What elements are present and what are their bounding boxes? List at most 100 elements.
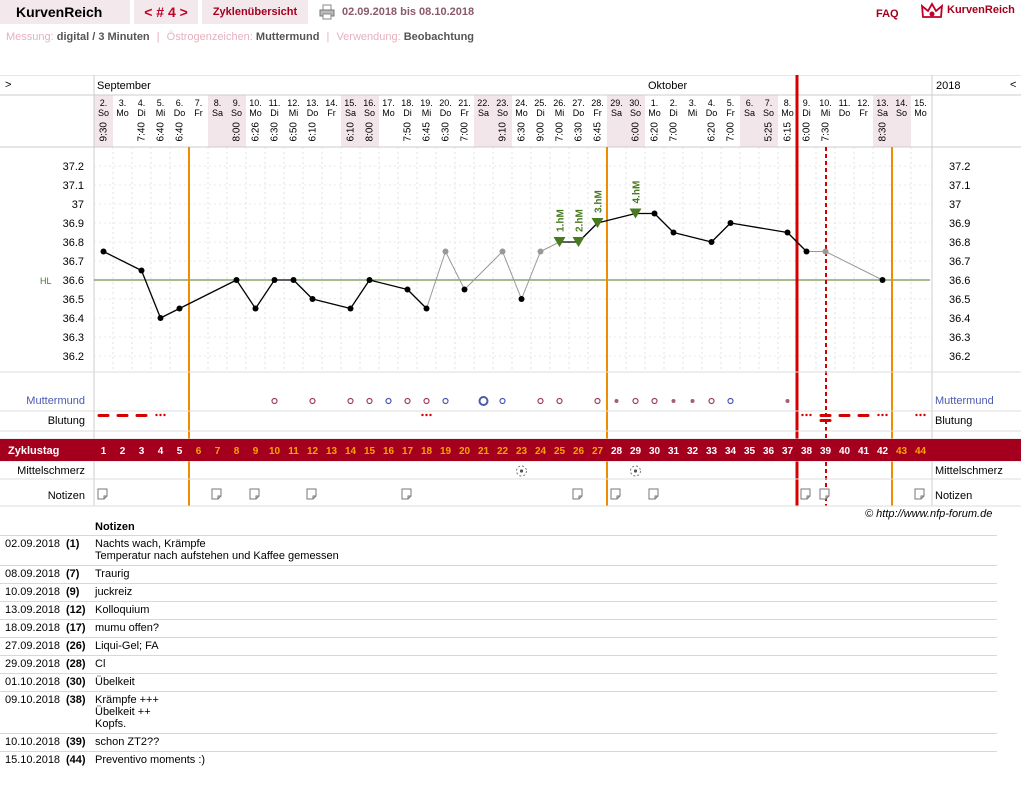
temperature-line-segment bbox=[825, 251, 883, 281]
cycle-day-number: 3 bbox=[139, 446, 145, 457]
day-date-label: 29. bbox=[610, 98, 623, 108]
measure-time-label: 7:00 bbox=[669, 122, 680, 142]
bleeding-mark bbox=[838, 414, 851, 417]
note-row: 13.09.2018 (12) Kolloquium bbox=[0, 601, 997, 619]
day-date-label: 10. bbox=[249, 98, 262, 108]
day-date-label: 26. bbox=[553, 98, 566, 108]
note-row: 02.09.2018 (1) Nachts wach, Krämpfe Temper… bbox=[0, 535, 997, 565]
weekday-label: Fr bbox=[327, 108, 336, 118]
temperature-point bbox=[157, 315, 164, 321]
temperature-point bbox=[822, 248, 829, 255]
cycle-nav[interactable]: < # 4 > bbox=[134, 0, 198, 24]
cycle-day-number: 4 bbox=[158, 446, 164, 457]
measure-time-label: 7:00 bbox=[726, 122, 737, 142]
note-text: Liqui-Gel; FA bbox=[95, 640, 159, 652]
temperature-point bbox=[347, 305, 354, 312]
weekday-label: Mi bbox=[555, 108, 565, 118]
logo-text[interactable]: KurvenReich bbox=[947, 4, 1015, 16]
weekday-label: Mo bbox=[648, 108, 661, 118]
note-icon[interactable] bbox=[610, 488, 621, 500]
muttermund-circle bbox=[271, 397, 278, 405]
temperature-line-segment bbox=[654, 213, 674, 233]
next-arrow: < bbox=[1010, 79, 1016, 91]
temperature-point bbox=[708, 239, 715, 245]
note-icon[interactable] bbox=[249, 488, 260, 500]
spotting-dot bbox=[915, 413, 918, 417]
temperature-line-segment bbox=[235, 279, 257, 309]
day-date-label: 24. bbox=[515, 98, 528, 108]
weekday-label: Mi bbox=[289, 108, 299, 118]
temperature-line-segment bbox=[160, 307, 180, 319]
crown-logo-icon[interactable] bbox=[920, 1, 944, 21]
measure-time-label: 7:00 bbox=[460, 122, 471, 142]
printer-icon[interactable] bbox=[319, 4, 335, 20]
cycle-day-number: 31 bbox=[668, 446, 680, 457]
weekday-label: Mi bbox=[156, 108, 166, 118]
cycle-day-number: 25 bbox=[554, 446, 566, 457]
weekday-label: Mo bbox=[116, 108, 129, 118]
day-date-label: 11. bbox=[839, 98, 851, 108]
temperature-point bbox=[803, 248, 810, 255]
note-icon[interactable] bbox=[914, 488, 925, 500]
messung-label: Messung: bbox=[6, 31, 54, 43]
measure-time-label: 6:15 bbox=[783, 122, 794, 142]
note-icon[interactable] bbox=[401, 488, 412, 500]
note-text: juckreiz bbox=[95, 586, 133, 598]
y-tick-label-right: 37 bbox=[949, 199, 961, 211]
note-icon[interactable] bbox=[819, 488, 830, 500]
note-cycle-day: (12) bbox=[66, 604, 86, 616]
note-date: 13.09.2018 bbox=[5, 604, 61, 616]
temperature-line-segment bbox=[445, 251, 465, 290]
note-cycle-day: (28) bbox=[66, 658, 86, 670]
weekday-label: Sa bbox=[345, 108, 356, 118]
faq-link[interactable]: FAQ bbox=[876, 8, 899, 20]
measure-time-label: 8:00 bbox=[365, 122, 376, 142]
y-tick-label-right: 36.2 bbox=[949, 351, 970, 363]
day-date-label: 19. bbox=[420, 98, 433, 108]
overview-link[interactable]: Zyklenübersicht bbox=[202, 0, 308, 24]
weekday-label: Fr bbox=[726, 108, 735, 118]
note-cycle-day: (7) bbox=[66, 568, 80, 580]
temperature-line-segment bbox=[787, 232, 807, 252]
day-date-label: 15. bbox=[914, 98, 927, 108]
cycle-day-number: 27 bbox=[592, 446, 604, 457]
note-icon[interactable] bbox=[97, 488, 108, 500]
note-icon[interactable] bbox=[572, 488, 583, 500]
cycle-chart: > <September Oktober 20182.So9:303.Mo4.Di7:… bbox=[0, 75, 1021, 507]
note-icon[interactable] bbox=[800, 488, 811, 500]
temperature-line-segment bbox=[426, 251, 446, 309]
peak-marker-label: 2.hM bbox=[575, 209, 586, 232]
spotting-dot bbox=[881, 413, 884, 417]
cycle-day-number: 36 bbox=[763, 446, 775, 457]
cycle-day-number: 22 bbox=[497, 446, 509, 457]
day-date-label: 20. bbox=[439, 98, 452, 108]
note-icon[interactable] bbox=[648, 488, 659, 500]
note-date: 18.09.2018 bbox=[5, 622, 61, 634]
spotting-dot bbox=[877, 413, 880, 417]
weekday-label: Sa bbox=[212, 108, 223, 118]
temperature-line-segment bbox=[407, 289, 427, 309]
temperature-line-segment bbox=[293, 279, 313, 300]
note-cycle-day: (9) bbox=[66, 586, 80, 598]
brand-title[interactable]: KurvenReich bbox=[0, 0, 130, 24]
weekday-label: Sa bbox=[611, 108, 622, 118]
day-date-label: 18. bbox=[401, 98, 414, 108]
measure-time-label: 6:40 bbox=[156, 122, 167, 142]
note-cycle-day: (39) bbox=[66, 736, 86, 748]
y-tick-label-right: 36.3 bbox=[949, 332, 970, 344]
weekday-label: Do bbox=[174, 108, 186, 118]
y-tick-label: 36.8 bbox=[63, 237, 84, 249]
spotting-dot bbox=[163, 413, 166, 417]
day-date-label: 6. bbox=[176, 98, 184, 108]
muttermund-circle bbox=[423, 397, 430, 405]
note-icon[interactable] bbox=[306, 488, 317, 500]
note-row: 10.09.2018 (9) juckreiz bbox=[0, 583, 997, 601]
muttermund-circle bbox=[556, 397, 563, 405]
muttermund-circle bbox=[499, 397, 506, 405]
weekday-label: So bbox=[763, 108, 774, 118]
day-date-label: 5. bbox=[727, 98, 735, 108]
weekend-column bbox=[94, 95, 113, 147]
spotting-dot bbox=[155, 413, 158, 417]
day-date-label: 11. bbox=[269, 98, 281, 108]
note-icon[interactable] bbox=[211, 488, 222, 500]
